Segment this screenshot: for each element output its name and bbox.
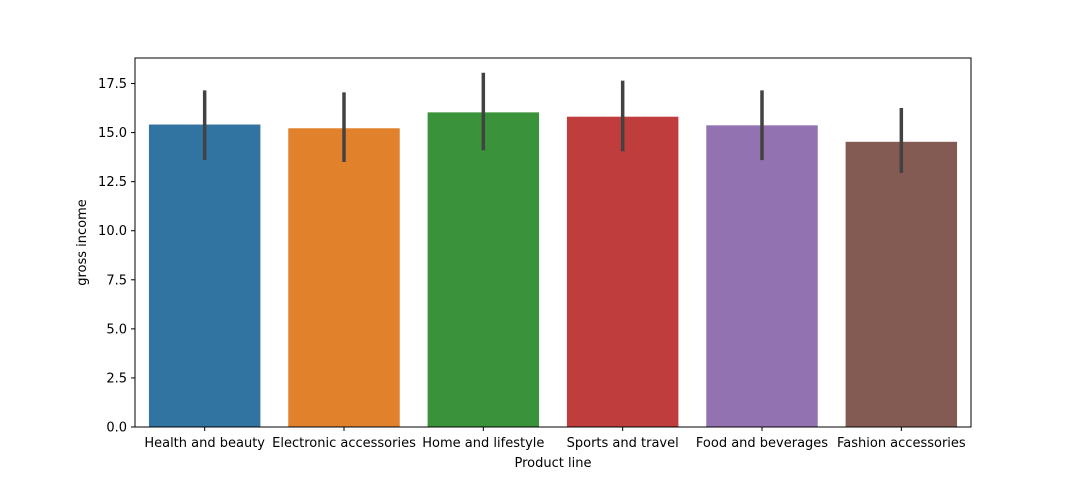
bar-5 <box>706 125 818 427</box>
x-tick-label: Sports and travel <box>567 436 679 451</box>
bar-2 <box>288 128 400 427</box>
x-tick-label: Health and beauty <box>144 436 265 451</box>
x-tick-label: Fashion accessories <box>837 436 966 451</box>
y-tick-label: 7.5 <box>106 273 127 288</box>
y-tick-label: 10.0 <box>98 224 127 239</box>
y-tick-label: 15.0 <box>98 126 127 141</box>
y-tick-label: 2.5 <box>106 371 127 386</box>
bars-group <box>148 112 958 427</box>
bar-3 <box>427 112 540 427</box>
bar-6 <box>845 141 958 427</box>
y-tick-label: 17.5 <box>98 77 127 92</box>
x-axis-label: Product line <box>515 456 592 471</box>
x-tick-label: Food and beverages <box>696 436 828 451</box>
x-tick-label: Home and lifestyle <box>422 436 544 451</box>
bar-4 <box>566 116 679 427</box>
error-bars-group <box>202 72 904 173</box>
y-tick-label: 12.5 <box>98 175 127 190</box>
x-axis: Health and beauty Electronic accessories H… <box>144 427 966 451</box>
y-axis: 0.0 2.5 5.0 7.5 10.0 12.5 15.0 17.5 <box>98 77 135 436</box>
bar-1 <box>148 124 261 427</box>
y-axis-label: gross income <box>75 199 90 286</box>
y-tick-label: 0.0 <box>106 421 127 436</box>
x-tick-label: Electronic accessories <box>272 436 416 451</box>
plot-frame <box>134 57 972 428</box>
y-tick-label: 5.0 <box>106 322 127 337</box>
